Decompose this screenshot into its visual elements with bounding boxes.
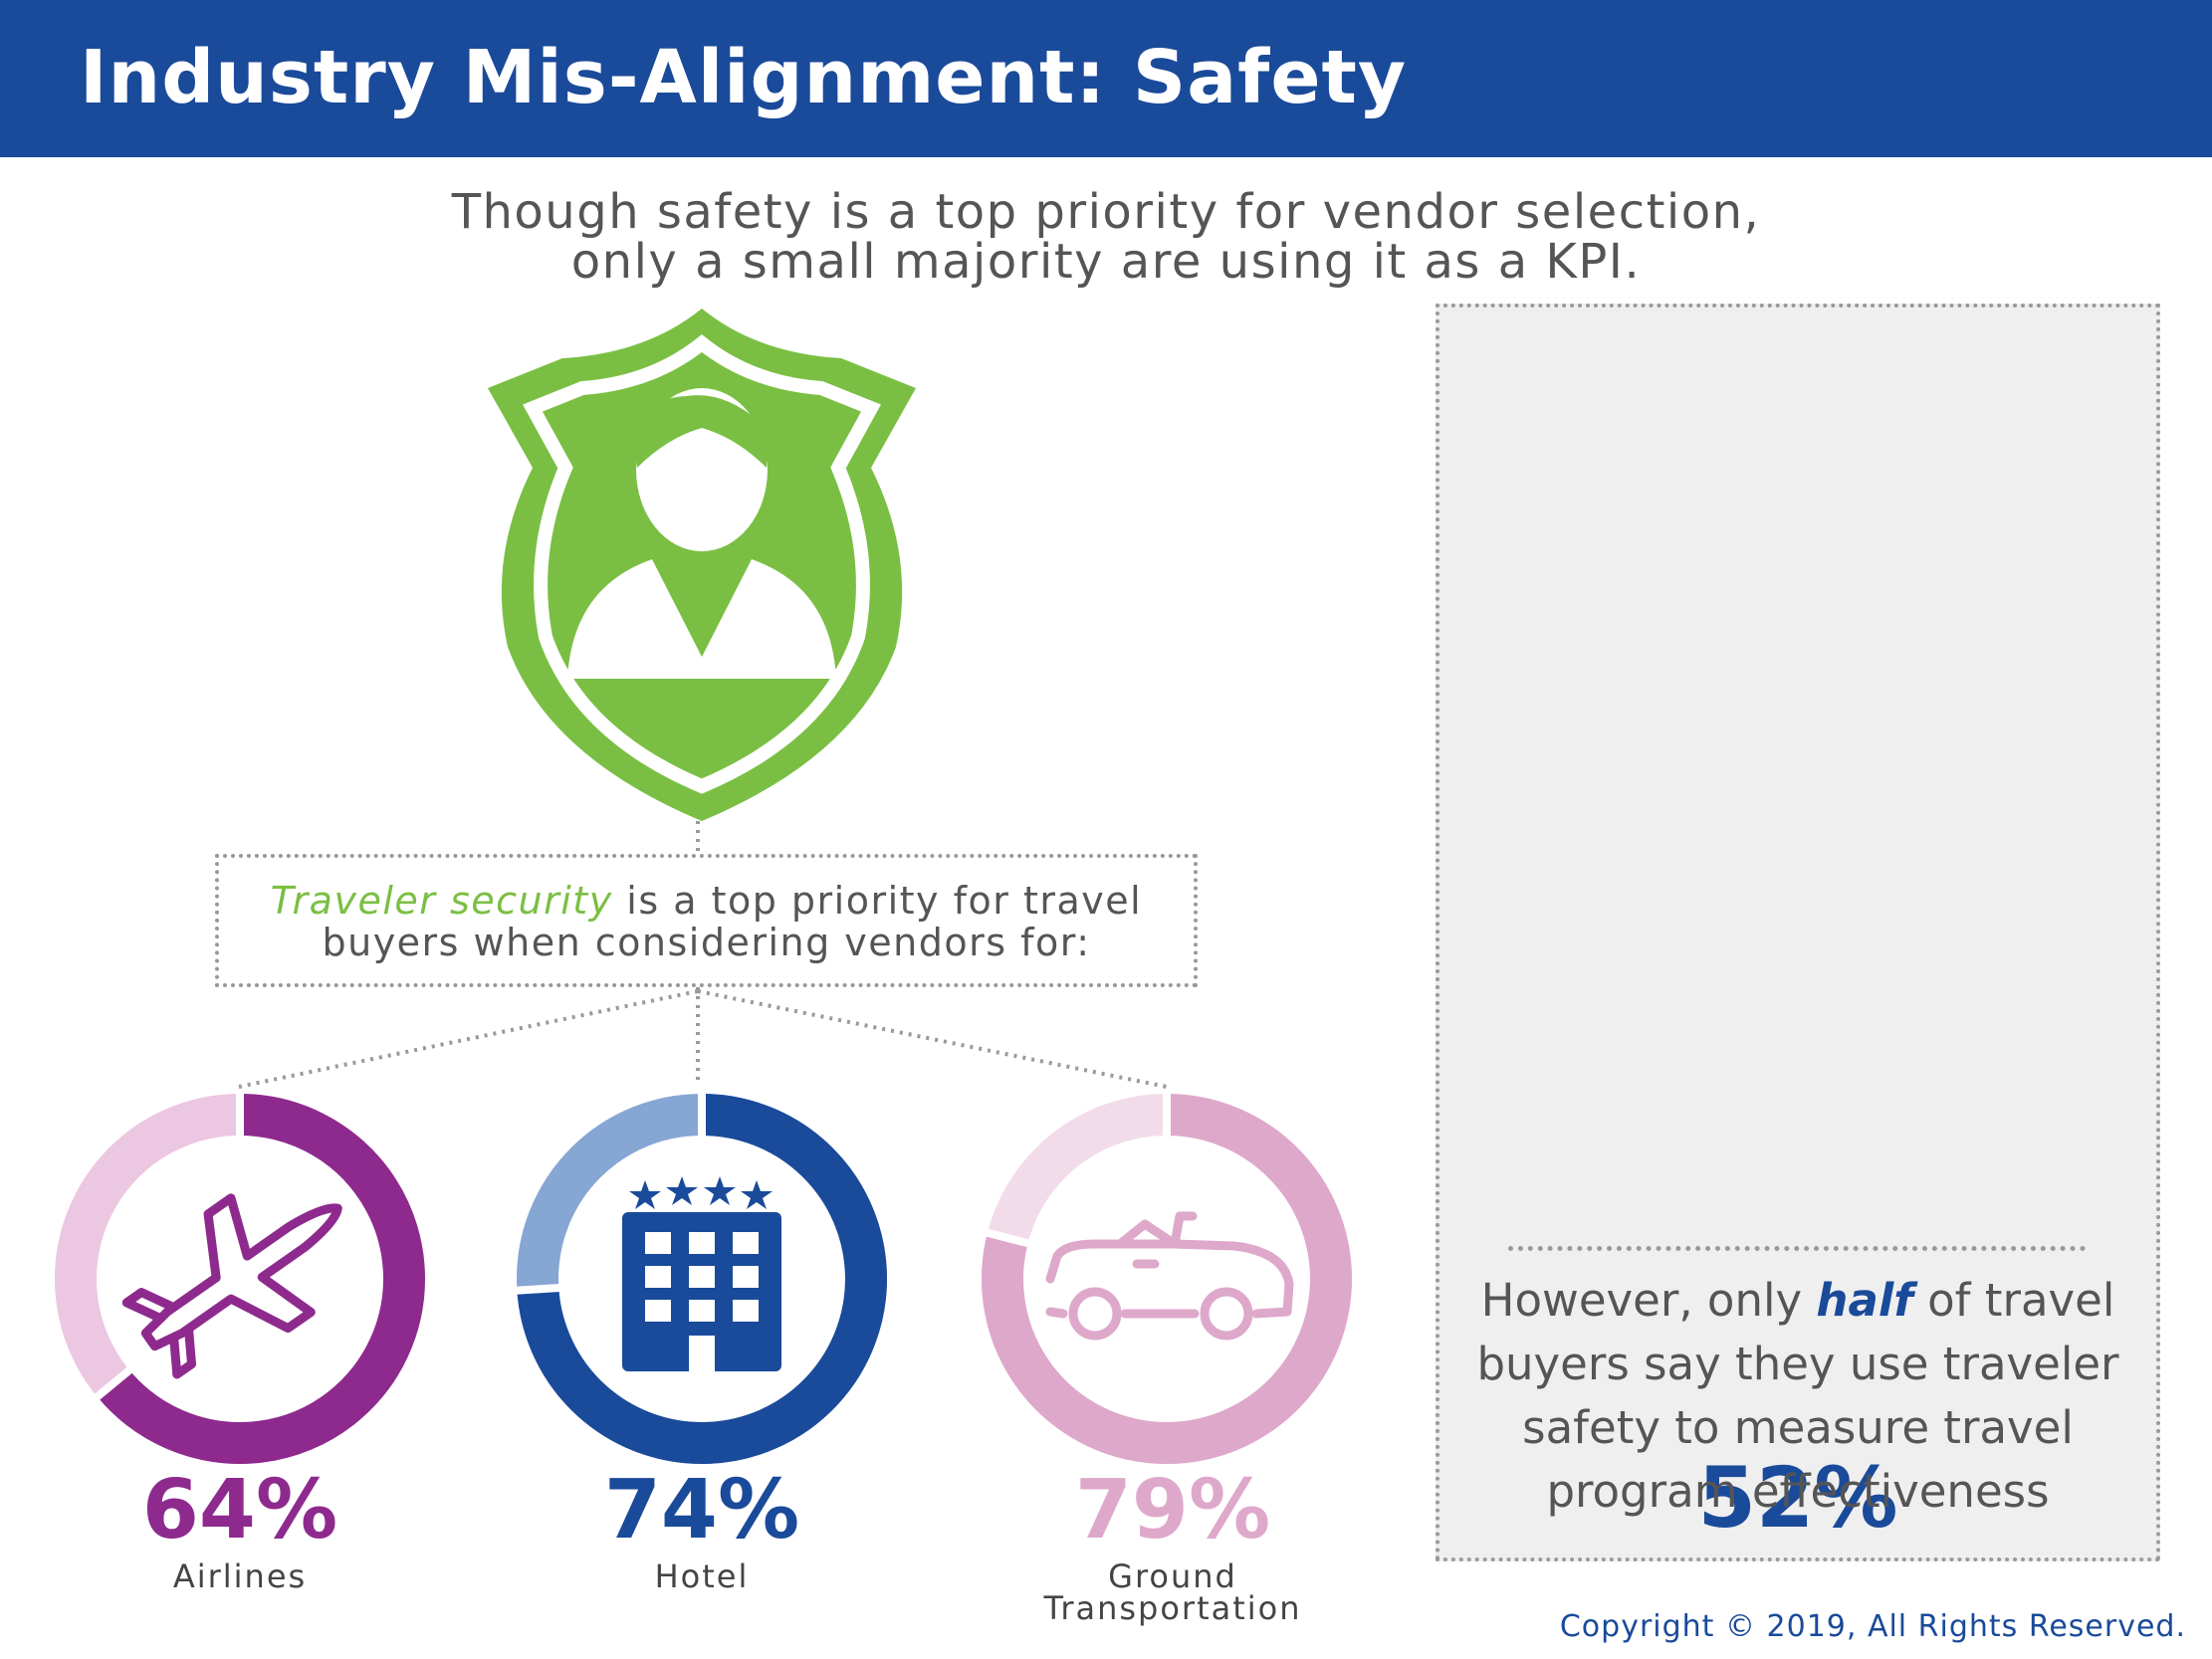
- airlines-donut-end-gap: [94, 1366, 133, 1401]
- kpi-caption-post: of travel: [1912, 1274, 2115, 1327]
- kpi-panel: 52%: [1436, 304, 2160, 1561]
- header-bar: Industry Mis-Alignment: Safety: [0, 0, 2212, 157]
- ground-transportation-donut-end-gap: [985, 1228, 1030, 1248]
- priority-callout: Traveler security is a top priority for …: [215, 854, 1198, 987]
- donut-charts: [55, 1093, 1352, 1464]
- copyright: Copyright © 2019, All Rights Reserved.: [1559, 1609, 2186, 1644]
- hotel-donut-value: [517, 1094, 887, 1464]
- ground-transportation-label: Ground Transportation: [974, 1560, 1372, 1624]
- subtitle: Though safety is a top priority for vend…: [0, 187, 2212, 287]
- airlines-value: 64%: [141, 1463, 338, 1557]
- hotel-icon: [622, 1176, 781, 1371]
- priority-line-1: is a top priority for travel: [612, 879, 1143, 923]
- car-icon: [1045, 1211, 1294, 1341]
- ground-label-line-1: Ground: [1108, 1557, 1237, 1595]
- airlines-donut-value: [97, 1094, 425, 1464]
- kpi-divider: [1508, 1246, 2086, 1251]
- connector-lines: [238, 821, 1168, 1089]
- hotel-value: 74%: [603, 1463, 800, 1557]
- page-title: Industry Mis-Alignment: Safety: [80, 35, 1408, 120]
- airlines-label: Airlines: [172, 1557, 308, 1595]
- ground-transportation-value: 79%: [1074, 1463, 1271, 1557]
- kpi-caption-line-3: safety to measure travel: [1522, 1401, 2074, 1454]
- shield-person-icon: [488, 309, 916, 821]
- priority-highlight: Traveler security: [270, 879, 613, 923]
- subtitle-line-1: Though safety is a top priority for vend…: [451, 184, 1761, 240]
- kpi-caption-pre: However, only: [1480, 1274, 1817, 1327]
- hotel-donut-end-gap: [516, 1283, 560, 1295]
- ground-transportation-donut-value: [982, 1094, 1352, 1464]
- kpi-caption-line-4: program effectiveness: [1546, 1465, 2050, 1518]
- kpi-caption: However, only half of travel buyers say …: [1436, 1269, 2160, 1524]
- ground-label-line-2: Transportation: [1043, 1589, 1302, 1627]
- priority-line-2: buyers when considering vendors for:: [322, 921, 1091, 964]
- kpi-caption-line-2: buyers say they use traveler: [1476, 1338, 2119, 1390]
- kpi-caption-highlight: half: [1816, 1274, 1913, 1327]
- hotel-label: Hotel: [654, 1557, 750, 1595]
- airplane-icon: [121, 1193, 342, 1379]
- kpi-value: 52%: [1697, 1449, 1898, 1547]
- subtitle-line-2: only a small majority are using it as a …: [570, 234, 1642, 290]
